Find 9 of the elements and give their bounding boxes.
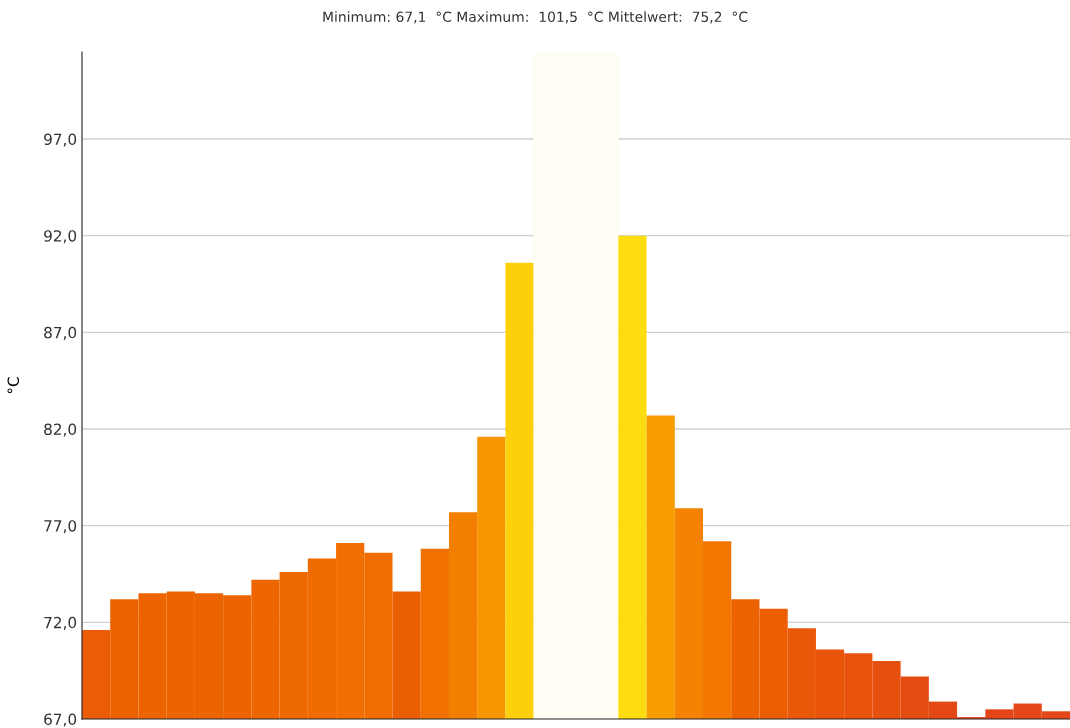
y-tick-label: 67,0 — [44, 713, 77, 727]
y-tick-label: 92,0 — [44, 230, 77, 244]
y-tick-label: 82,0 — [44, 423, 77, 437]
chart-title: Minimum: 67,1 °C Maximum: 101,5 °C Mittelwert: 75,2 °C — [323, 11, 748, 24]
y-axis-title: °C — [7, 377, 20, 394]
y-tick-label: 97,0 — [44, 133, 77, 147]
y-tick-label: 72,0 — [44, 616, 77, 630]
y-tick-label: 87,0 — [44, 326, 77, 340]
y-tick-label: 77,0 — [44, 520, 77, 534]
